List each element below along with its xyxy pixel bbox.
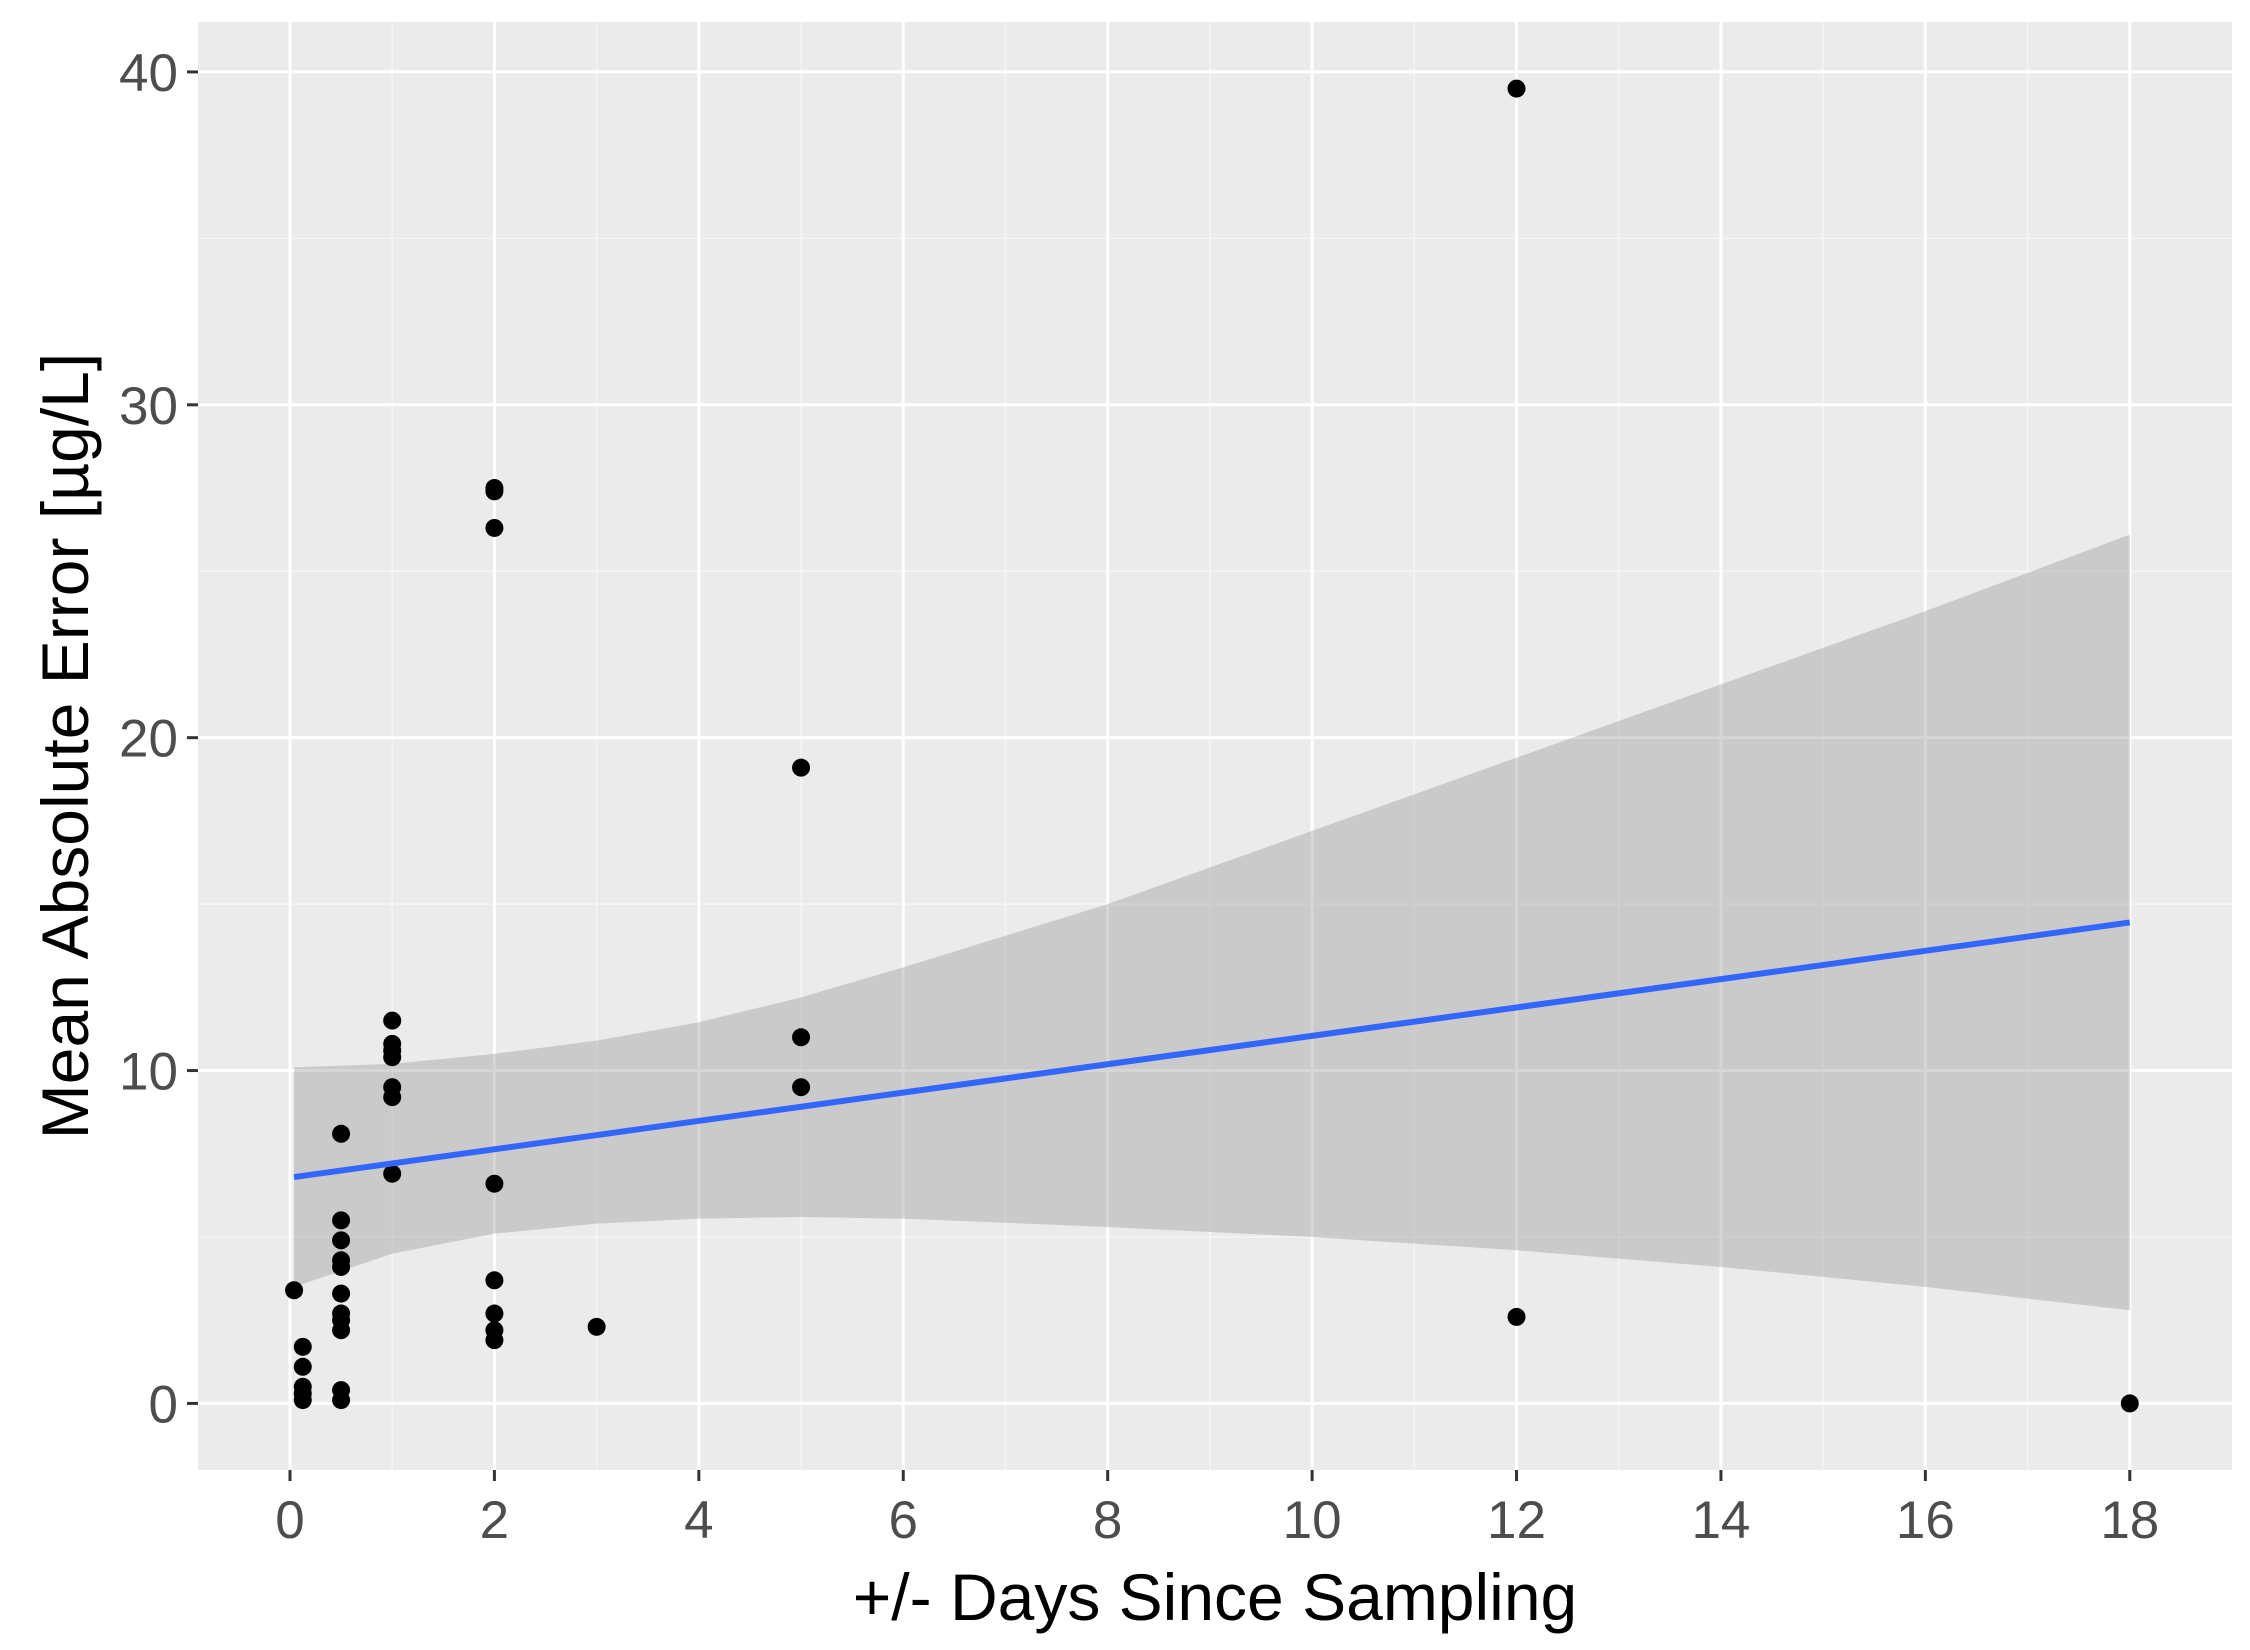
data-point [2120,1394,2139,1413]
data-point [383,1011,402,1030]
minor-gridlines [198,22,2232,1470]
data-point [485,518,504,537]
x-tick-label: 4 [684,1491,713,1550]
x-tick-label: 16 [1896,1491,1955,1550]
data-point [383,1048,402,1067]
data-point [1507,79,1526,98]
data-point [332,1211,351,1230]
data-point [587,1317,606,1336]
data-point [485,1304,504,1323]
x-tick-label: 10 [1283,1491,1342,1550]
data-point [293,1391,312,1410]
data-point [792,758,811,777]
data-point [332,1257,351,1276]
x-tick-label: 14 [1691,1491,1750,1550]
data-point [792,1078,811,1097]
data-point [332,1124,351,1143]
y-tick-label: 40 [119,44,178,103]
data-point [485,1271,504,1290]
data-point [332,1391,351,1410]
x-tick-label: 18 [2100,1491,2159,1550]
y-axis: 0 10 20 30 40 [119,44,198,1434]
major-gridlines [198,22,2232,1470]
regression-line [293,919,2131,1181]
y-axis-title: Mean Absolute Error [µg/L] [28,353,102,1139]
x-tick-label: 0 [275,1491,304,1550]
data-point [293,1337,312,1356]
data-point [485,1174,504,1193]
x-tick-label: 12 [1487,1491,1546,1550]
x-axis-title: +/- Days Since Sampling [853,1560,1578,1634]
data-points [285,79,2139,1413]
data-point [332,1231,351,1250]
data-point [293,1357,312,1376]
plot-panel [198,22,2232,1470]
data-point [485,1331,504,1350]
y-tick-label: 0 [149,1375,178,1434]
data-point [383,1164,402,1183]
x-tick-label: 6 [889,1491,918,1550]
y-tick-label: 30 [119,377,178,436]
data-point [383,1088,402,1107]
y-tick-label: 10 [119,1043,178,1102]
data-point [285,1281,304,1300]
data-point [792,1028,811,1047]
x-tick-label: 2 [480,1491,509,1550]
data-point [485,482,504,501]
x-axis: 0 2 4 6 8 10 12 14 16 18 [275,1470,2159,1550]
data-point [1507,1307,1526,1326]
y-tick-label: 20 [119,710,178,769]
x-tick-label: 8 [1093,1491,1122,1550]
data-point [332,1284,351,1303]
data-point [332,1321,351,1340]
